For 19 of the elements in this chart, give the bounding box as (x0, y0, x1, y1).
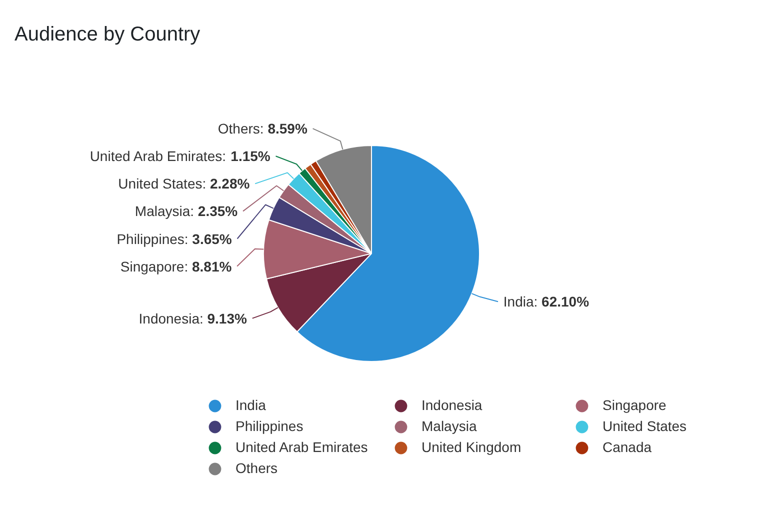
legend-label: Philippines (236, 418, 304, 434)
chart-title: Audience by Country (14, 24, 200, 46)
text: Singapore: 8.81% (120, 258, 232, 274)
text: Malaysia: 2.35% (134, 203, 238, 220)
text: Philippines: 3.65% (116, 230, 232, 247)
legend-label: Malaysia (422, 418, 477, 434)
legend-label: India (236, 397, 266, 413)
data-label: India: 62.10% (503, 294, 590, 310)
legend-label: Others (236, 460, 278, 476)
legend-label: Canada (602, 439, 652, 455)
text: Indonesia: 9.13% (138, 310, 247, 326)
legend-label: United States (602, 418, 687, 434)
legend-label: Singapore (602, 397, 666, 413)
legend-label: United Kingdom (422, 439, 522, 455)
legend-label: Indonesia (422, 397, 482, 413)
text: United Arab Emirates: 1.15% (90, 148, 270, 164)
text: Others: 8.59% (218, 120, 308, 137)
legend-label: United Arab Emirates (236, 439, 368, 455)
text: United States: 2.28% (118, 176, 250, 192)
